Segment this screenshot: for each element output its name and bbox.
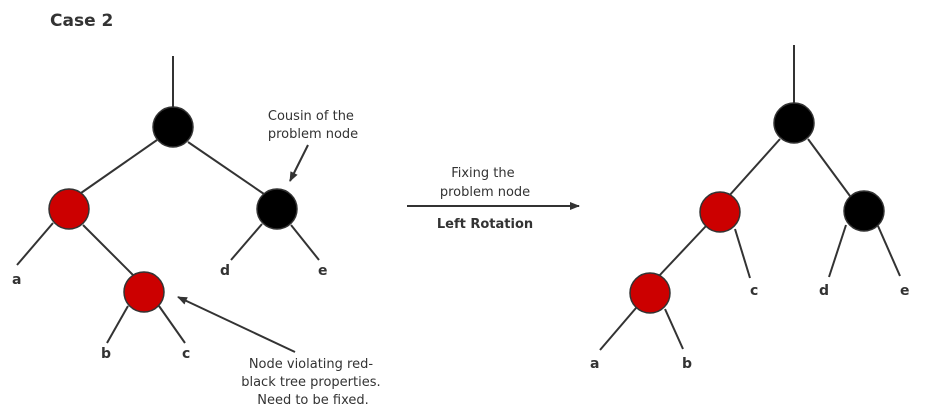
after-edge-right-e — [877, 225, 901, 277]
before-edge-root-left — [80, 139, 158, 194]
after-edge-root-left — [727, 138, 781, 198]
operation-label: Left Rotation — [437, 217, 533, 232]
after-edge-leftleft-b — [664, 308, 684, 350]
transition: Fixing the problem node Left Rotation — [407, 166, 580, 232]
after-leaf-e: e — [900, 283, 910, 299]
after-leftleft-node — [629, 272, 671, 314]
transition-caption-line-2: problem node — [440, 185, 530, 200]
before-root-node — [152, 106, 194, 148]
problem-annotation-arrow — [177, 296, 296, 353]
cousin-annotation-line-2: problem node — [268, 127, 358, 142]
after-leaf-d: d — [819, 283, 829, 299]
after-edge-left-leftleft — [657, 225, 707, 278]
before-leaf-a: a — [12, 272, 21, 288]
after-leaf-b: b — [682, 356, 692, 372]
cousin-annotation: Cousin of the problem node — [268, 109, 358, 142]
cousin-annotation-line-1: Cousin of the — [268, 109, 354, 124]
transition-caption: Fixing the problem node — [440, 166, 530, 200]
before-leaf-d: d — [220, 263, 230, 279]
before-edge-problem-c — [158, 305, 186, 344]
problem-annotation-line-1: Node violating red- — [249, 357, 374, 372]
after-root-node — [773, 102, 815, 144]
case-title: Case 2 — [50, 11, 113, 31]
before-leaf-c: c — [182, 346, 190, 362]
after-tree: a b c d e — [590, 45, 910, 372]
transition-caption-line-1: Fixing the — [451, 166, 514, 181]
before-edge-cousin-d — [230, 223, 263, 261]
problem-annotation: Node violating red- black tree propertie… — [241, 357, 385, 408]
after-edge-left-c — [734, 228, 751, 279]
before-edge-root-cousin — [187, 141, 265, 195]
before-left-node — [48, 188, 90, 230]
before-leaf-b: b — [101, 346, 111, 362]
after-leaf-a: a — [590, 356, 599, 372]
before-tree: a b c d e Cousin of the problem node Nod… — [12, 56, 385, 408]
cousin-annotation-arrow — [289, 144, 309, 182]
before-edge-cousin-e — [290, 224, 320, 261]
before-edge-left-problem — [82, 224, 134, 276]
before-edge-left-a — [16, 222, 54, 266]
after-leaf-c: c — [750, 283, 758, 299]
before-cousin-node — [256, 188, 298, 230]
after-edge-root-right — [807, 138, 851, 197]
after-edge-leftleft-a — [599, 307, 637, 351]
after-edge-right-d — [828, 224, 847, 278]
after-right-node — [843, 190, 885, 232]
before-problem-node — [123, 271, 165, 313]
problem-annotation-line-2: black tree properties. — [241, 375, 380, 390]
before-edge-problem-b — [106, 305, 129, 344]
before-leaf-e: e — [318, 263, 328, 279]
after-left-node — [699, 191, 741, 233]
problem-annotation-line-3: Need to be fixed. — [257, 393, 369, 408]
